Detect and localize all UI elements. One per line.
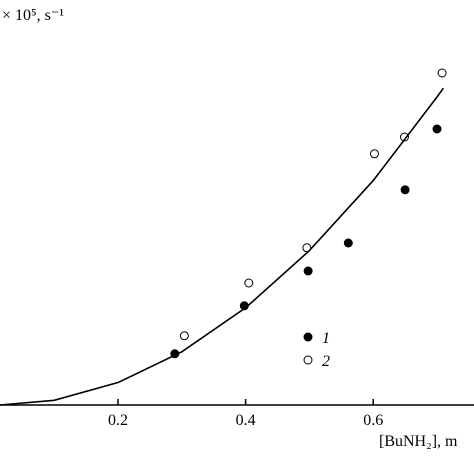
data-point: [369, 149, 379, 159]
fit-curve: [0, 87, 445, 406]
y-axis-label: × 10⁵, s⁻¹: [2, 7, 64, 24]
data-point: [303, 266, 313, 276]
legend-label: 2: [322, 353, 330, 370]
data-point: [437, 68, 447, 78]
legend-label: 1: [322, 330, 330, 347]
x-tick-label: 0.6: [363, 412, 383, 429]
data-point: [343, 238, 353, 248]
x-axis-label: [BuNH₂], m: [379, 433, 458, 450]
x-tick-label: 0.2: [108, 412, 128, 429]
data-point: [399, 132, 409, 142]
legend-marker: [303, 332, 313, 342]
data-point: [244, 278, 254, 288]
data-point: [302, 243, 312, 253]
data-point: [400, 185, 410, 195]
data-point: [432, 124, 442, 134]
x-tick-label: 0.4: [236, 412, 256, 429]
legend-marker: [303, 355, 313, 365]
data-point: [179, 331, 189, 341]
